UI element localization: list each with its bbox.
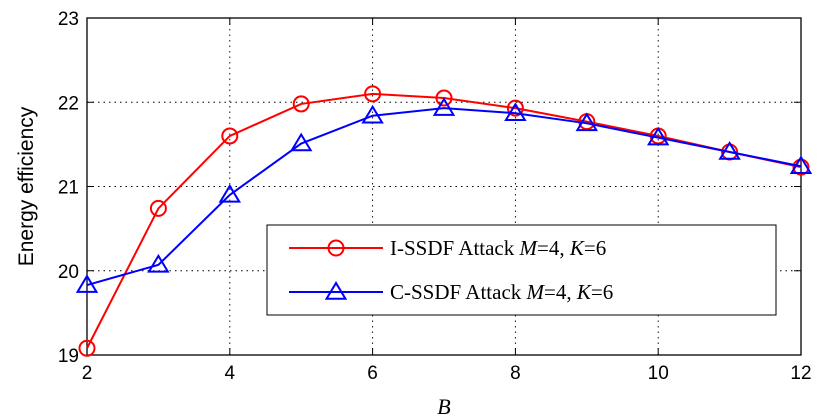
y-tick-label: 19 xyxy=(58,346,79,367)
data-point-c-ssdf xyxy=(504,102,527,121)
x-axis-label: B xyxy=(437,394,450,419)
data-point-c-ssdf xyxy=(432,97,456,116)
legend: I-SSDF Attack M=4, K=6 C-SSDF Attack M=4… xyxy=(266,224,777,316)
data-point-i-ssdf xyxy=(506,99,524,117)
data-point-i-ssdf xyxy=(292,95,310,113)
data-point-c-ssdf xyxy=(361,104,384,124)
data-point-c-ssdf xyxy=(218,183,242,203)
data-point-c-ssdf xyxy=(646,126,670,146)
y-tick-label: 22 xyxy=(58,93,79,114)
data-point-i-ssdf xyxy=(364,85,382,103)
legend-marker-c-ssdf xyxy=(324,281,348,300)
legend-label-i-ssdf: I-SSDF Attack M=4, K=6 xyxy=(390,236,606,260)
data-point-c-ssdf xyxy=(75,274,99,293)
y-tick-label: 20 xyxy=(58,262,79,283)
data-point-i-ssdf xyxy=(221,127,239,145)
y-axis-label: Energy efficiency xyxy=(15,106,38,266)
series-layer xyxy=(75,85,813,357)
legend-item-c-ssdf: C-SSDF Attack M=4, K=6 xyxy=(289,280,613,304)
axis-ticks: 2 4 6 8 10 12 19 20 21 22 23 xyxy=(58,9,812,384)
data-point-i-ssdf xyxy=(149,199,167,217)
data-point-c-ssdf xyxy=(289,132,313,152)
x-tick-label: 10 xyxy=(648,363,669,384)
y-tick-label: 21 xyxy=(58,178,79,199)
x-tick-label: 8 xyxy=(510,363,521,384)
x-tick-label: 12 xyxy=(790,363,811,384)
data-point-c-ssdf xyxy=(147,253,170,273)
series-c-ssdf xyxy=(75,97,813,293)
data-point-i-ssdf xyxy=(792,158,810,176)
data-point-i-ssdf xyxy=(435,89,453,107)
x-tick-label: 4 xyxy=(225,363,236,384)
legend-item-i-ssdf: I-SSDF Attack M=4, K=6 xyxy=(289,236,606,260)
data-point-i-ssdf xyxy=(78,339,96,357)
y-tick-label: 23 xyxy=(58,9,79,30)
data-point-c-ssdf xyxy=(575,112,599,132)
x-tick-label: 2 xyxy=(82,363,93,384)
series-line-c-ssdf xyxy=(86,107,802,287)
legend-box xyxy=(266,224,777,316)
x-tick-label: 6 xyxy=(367,363,378,384)
data-point-c-ssdf xyxy=(789,155,813,175)
legend-marker-i-ssdf xyxy=(327,239,345,257)
legend-label-c-ssdf: C-SSDF Attack M=4, K=6 xyxy=(390,280,613,304)
data-point-c-ssdf xyxy=(718,141,741,160)
